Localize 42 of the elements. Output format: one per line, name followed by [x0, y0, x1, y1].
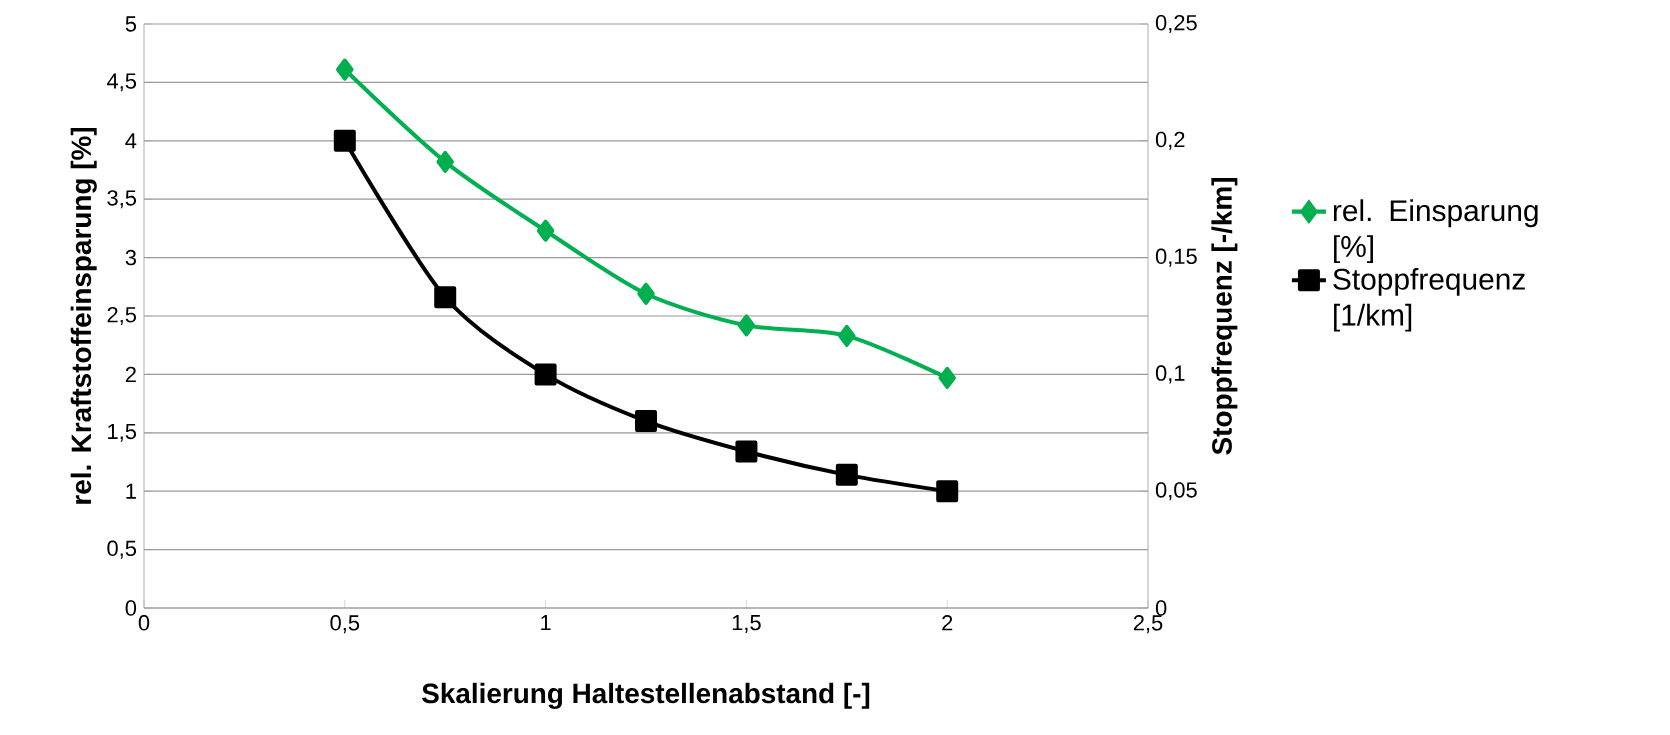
y-tick-label: 0,5: [107, 540, 137, 559]
y2-tick-label: 0,2: [1155, 131, 1185, 150]
x-tick-label: 0,5: [330, 615, 360, 634]
point: [938, 366, 956, 389]
y2-tick-label: 0: [1155, 600, 1167, 616]
y-tick-label: 1,5: [108, 423, 137, 442]
x-tick-label: 2,5: [1133, 615, 1163, 634]
point: [735, 440, 758, 463]
y2-tick-label: 0,05: [1155, 482, 1197, 501]
x-tick-label: 1,5: [732, 615, 761, 633]
y-tick-label: 5: [125, 16, 137, 32]
y-tick-label: 2,5: [107, 306, 137, 326]
point: [737, 314, 756, 337]
x-axis-title: Skalierung Haltestellenabstand [-]: [422, 682, 870, 709]
x-tick-label: 1: [541, 615, 551, 631]
point: [536, 219, 555, 242]
point: [635, 410, 658, 433]
point: [333, 129, 356, 152]
x-tick-label: 0: [138, 615, 150, 631]
y-tick-label: 2: [125, 366, 136, 383]
y2-axis-title: Stoppfrequenz [-/km]: [1211, 178, 1238, 455]
point: [534, 363, 557, 386]
y-tick-label: 1: [126, 483, 136, 499]
y-axis-title: rel. Kraftstoffeinsparung [%]: [70, 127, 97, 504]
point: [936, 480, 959, 503]
y2-tick-label: 0,15: [1155, 248, 1197, 267]
legend-label: rel. Einsparung [%]: [1333, 199, 1538, 264]
point: [436, 150, 454, 173]
legend-label: Stoppfrequenz [1/km]: [1333, 267, 1525, 332]
y2-tick-label: 0,1: [1155, 365, 1185, 384]
point: [637, 282, 655, 305]
point: [835, 463, 858, 486]
y2-tick-label: 0,25: [1155, 14, 1197, 34]
y-tick-label: 4,5: [106, 73, 137, 92]
y-tick-label: 3: [125, 249, 136, 266]
point: [336, 58, 354, 81]
y-tick-label: 3,5: [107, 190, 137, 209]
point: [434, 286, 457, 309]
y-tick-label: 4: [125, 133, 137, 149]
y-tick-label: 0: [125, 600, 137, 616]
point: [838, 324, 856, 347]
x-tick-label: 2: [942, 615, 953, 631]
